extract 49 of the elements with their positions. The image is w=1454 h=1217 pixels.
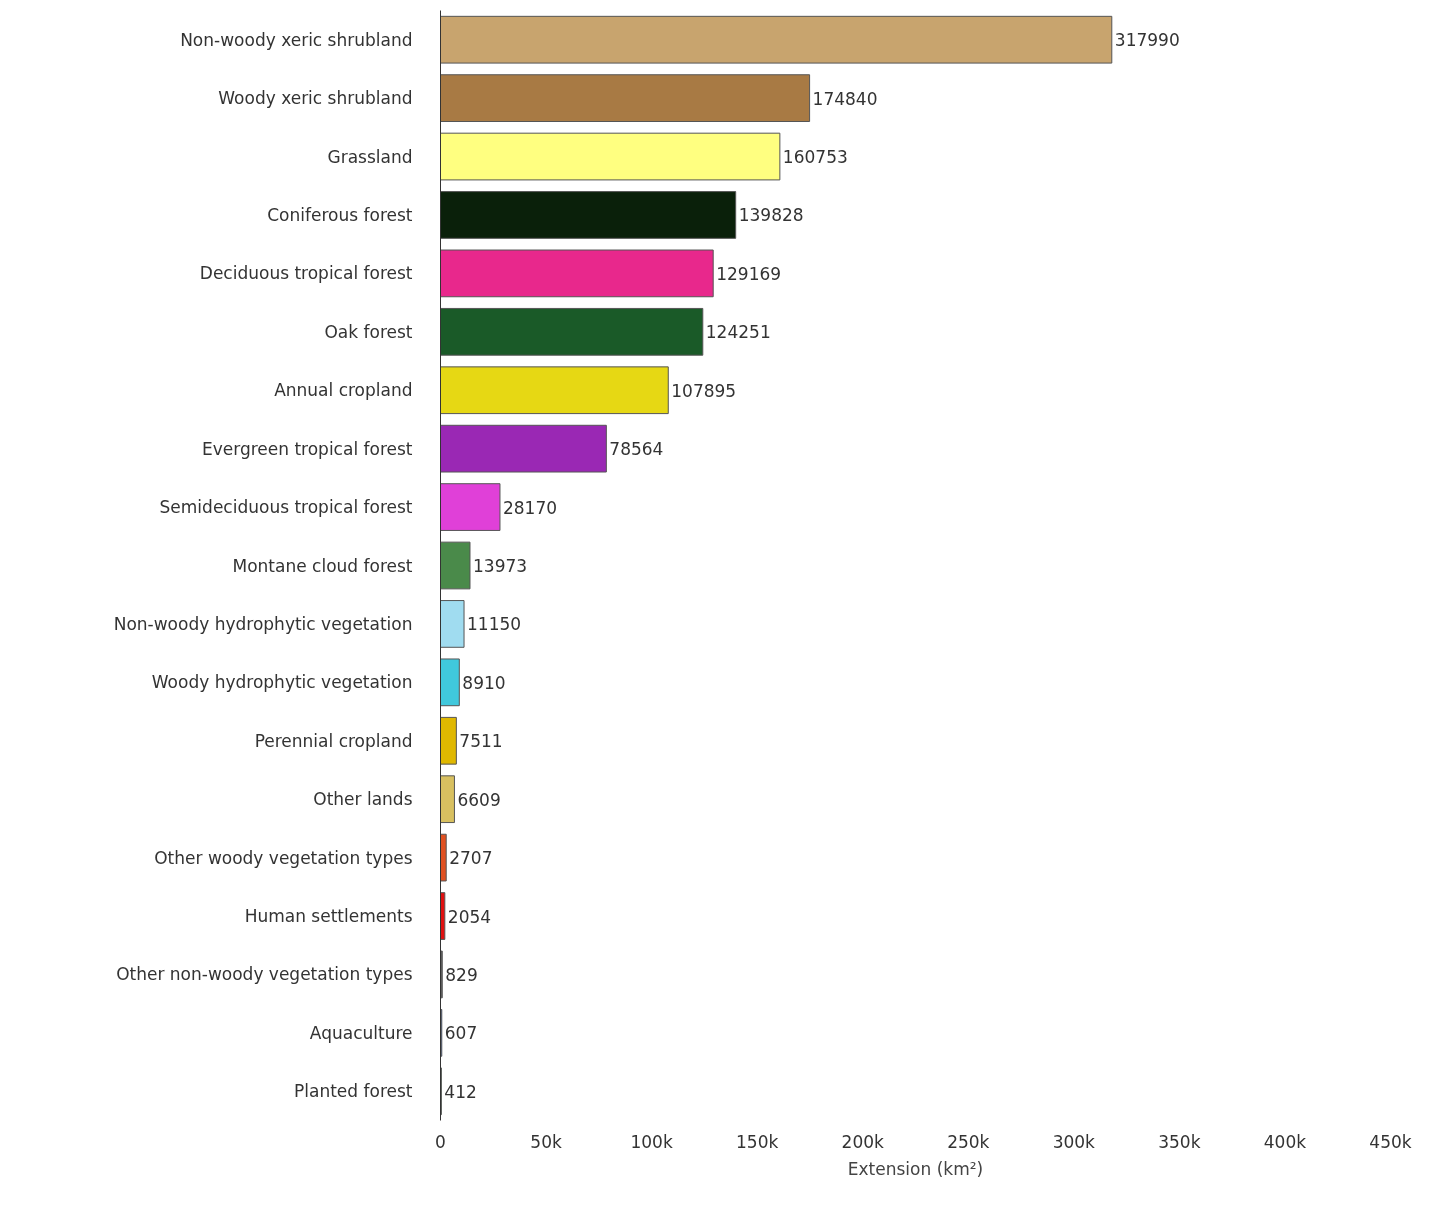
y-tick-label: Woody hydrophytic vegetation [151,672,413,693]
data-label: 412 [444,1081,477,1102]
y-tick-label: Montane cloud forest [232,555,413,576]
y-tick-label: Semideciduous tropical forest [159,497,413,518]
x-tick-label: 50k [530,1131,562,1152]
data-label: 6609 [457,789,501,810]
data-label: 607 [444,1023,478,1044]
y-tick-label: Grassland [327,146,413,167]
data-label: 78564 [609,439,664,460]
y-tick-label: Other non-woody vegetation types [116,964,413,985]
y-tick-label: Annual cropland [274,380,413,401]
x-axis-title: Extension (km²) [847,1158,984,1179]
data-label: 139828 [738,205,804,226]
x-tick-label: 400k [1263,1131,1307,1152]
y-tick-label: Coniferous forest [267,204,413,225]
data-label: 124251 [705,322,771,343]
y-tick-label: Woody xeric shrubland [218,88,413,109]
data-label: 28170 [502,497,558,518]
data-label: 107895 [671,380,737,401]
y-tick-label: Perennial cropland [254,730,413,751]
data-label: 7511 [459,731,503,752]
x-tick-label: 350k [1158,1131,1201,1152]
y-tick-label: Non-woody hydrophytic vegetation [113,613,413,634]
data-label: 174840 [812,88,878,109]
data-label: 13973 [473,556,528,576]
y-tick-label: Evergreen tropical forest [201,438,413,459]
x-tick-label: 150k [736,1131,779,1152]
x-tick-label: 200k [841,1131,885,1152]
y-tick-label: Non-woody xeric shrubland [180,29,413,50]
data-label: 8910 [462,672,506,693]
x-tick-label: 450k [1369,1131,1412,1152]
data-label: 160753 [782,147,848,168]
y-tick-label: Planted forest [294,1081,413,1102]
y-tick-label: Oak forest [324,321,413,342]
y-tick-label: Other lands [313,789,413,810]
y-tick-label: Other woody vegetation types [154,847,413,868]
x-tick-label: 300k [1052,1131,1096,1152]
data-label: 2054 [447,906,492,927]
x-tick-label: 100k [630,1131,673,1152]
x-tick-label: 250k [947,1131,990,1152]
data-label: 829 [445,964,478,985]
data-label: 317990 [1114,30,1180,51]
y-tick-label: Human settlements [244,906,413,927]
y-tick-label: Deciduous tropical forest [199,263,413,284]
data-label: 11150 [467,614,522,635]
y-tick-label: Aquaculture [309,1022,413,1043]
data-label: 129169 [716,263,782,284]
x-tick-label: 0 [435,1131,446,1152]
data-label: 2707 [449,848,493,869]
